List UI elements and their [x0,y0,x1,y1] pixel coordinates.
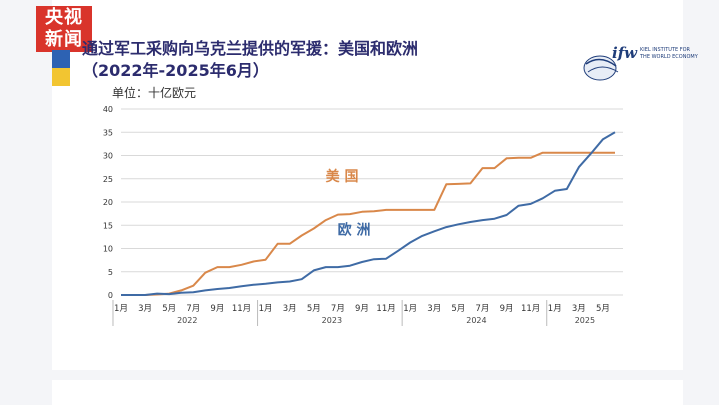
year-label: 2022 [177,316,197,325]
right-margin [683,0,719,405]
x-tick-label: 3月 [427,304,441,314]
cctv-news-logo: 央视 新闻 [36,6,92,52]
y-tick-label: 30 [103,152,113,161]
x-tick-label: 3月 [572,304,586,314]
left-margin [0,0,52,405]
y-tick-label: 0 [108,291,113,300]
x-tick-label: 11月 [521,304,540,314]
series-line [121,151,615,296]
x-tick-label: 11月 [232,304,251,314]
x-tick-label: 5月 [162,304,176,314]
ifw-logo-subtitle: KIEL INSTITUTE FOR THE WORLD ECONOMY [640,47,698,60]
x-tick-label: 9月 [500,304,514,314]
bottom-strip [52,370,683,380]
ifw-logo-text: ifw [612,44,638,62]
globe-icon [583,55,619,81]
x-tick-label: 1月 [548,304,562,314]
logo-line-1: 央视 [45,7,83,28]
year-label: 2023 [322,316,342,325]
x-tick-label: 7月 [476,304,490,314]
x-tick-label: 7月 [331,304,345,314]
x-tick-label: 3月 [283,304,297,314]
x-tick-label: 9月 [355,304,369,314]
x-tick-label: 5月 [596,304,610,314]
series-label: 美 国 [326,168,359,185]
x-tick-label: 3月 [138,304,152,314]
unit-label: 单位：十亿欧元 [112,86,197,100]
y-tick-label: 20 [103,198,113,207]
y-tick-label: 10 [103,245,113,254]
ukraine-flag-icon [52,50,70,86]
year-label: 2025 [575,316,595,325]
x-tick-label: 5月 [451,304,465,314]
x-tick-label: 9月 [210,304,224,314]
x-tick-label: 7月 [186,304,200,314]
series-label: 欧 洲 [338,222,371,239]
y-tick-label: 25 [103,175,113,184]
x-tick-label: 11月 [376,304,395,314]
chart-title: 通过军工采购向乌克兰提供的军援：美国和欧洲 [82,39,419,58]
chart-subtitle: （2022年-2025年6月） [82,61,269,80]
x-tick-label: 1月 [403,304,417,314]
x-tick-label: 5月 [307,304,321,314]
year-label: 2024 [466,316,486,325]
y-tick-label: 35 [103,128,113,137]
logo-line-2: 新闻 [45,29,83,50]
y-tick-label: 5 [108,268,113,277]
x-tick-label: 1月 [114,304,128,314]
y-tick-label: 15 [103,221,113,230]
series-line [121,131,616,296]
y-tick-label: 40 [103,105,113,114]
x-tick-label: 1月 [259,304,273,314]
